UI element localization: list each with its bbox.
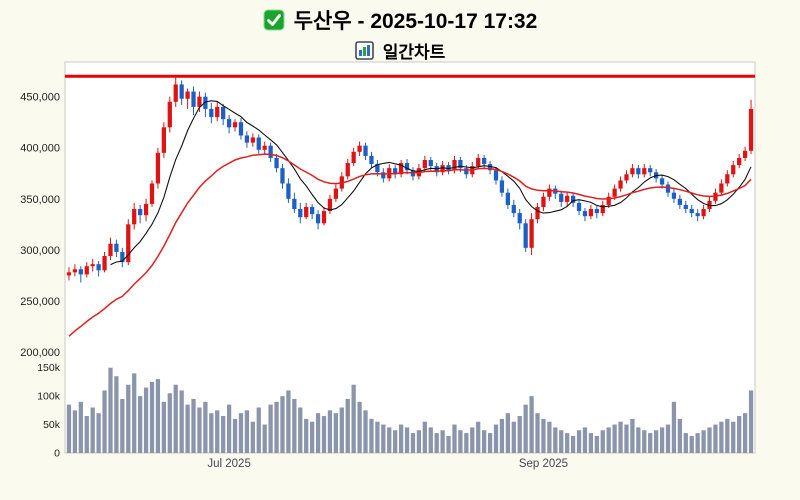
chart-subtitle: 일간차트 bbox=[382, 43, 446, 62]
checkbox-checked-icon[interactable] bbox=[263, 9, 285, 31]
svg-text:Sep 2025: Sep 2025 bbox=[519, 458, 568, 470]
svg-text:100k: 100k bbox=[37, 391, 61, 403]
chart-header: 두산우 - 2025-10-17 17:32 일간차트 bbox=[0, 0, 800, 63]
svg-text:450,000: 450,000 bbox=[20, 92, 60, 104]
svg-text:300,000: 300,000 bbox=[20, 245, 60, 257]
page-title: 두산우 - 2025-10-17 17:32 bbox=[293, 10, 538, 33]
subtitle-row: 일간차트 bbox=[0, 38, 800, 63]
bar-chart-icon bbox=[354, 41, 374, 60]
svg-text:50k: 50k bbox=[43, 419, 61, 431]
svg-text:200,000: 200,000 bbox=[20, 347, 60, 359]
svg-text:250,000: 250,000 bbox=[20, 296, 60, 308]
svg-text:150k: 150k bbox=[37, 362, 61, 374]
title-row: 두산우 - 2025-10-17 17:32 bbox=[0, 5, 800, 35]
svg-text:400,000: 400,000 bbox=[20, 143, 60, 155]
svg-text:Jul 2025: Jul 2025 bbox=[207, 458, 250, 470]
svg-text:350,000: 350,000 bbox=[20, 194, 60, 206]
svg-text:0: 0 bbox=[54, 448, 60, 460]
